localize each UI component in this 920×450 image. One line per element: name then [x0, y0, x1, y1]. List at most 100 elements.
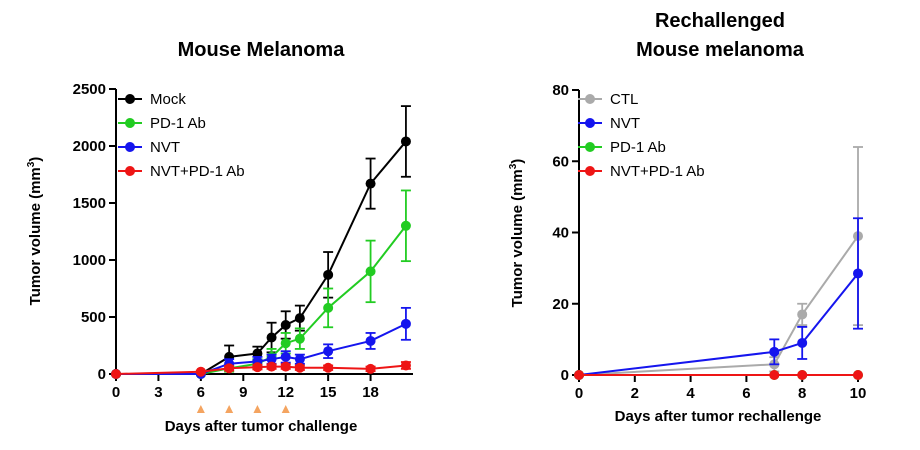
y-tick-label: 0	[561, 367, 569, 384]
y-axis-title-main: Tumor volume (mm	[27, 167, 44, 305]
legend-label: Mock	[150, 91, 186, 108]
x-tick-label: 18	[362, 384, 379, 401]
series-nvt	[111, 306, 411, 379]
data-point	[280, 338, 291, 349]
treatment-marker	[253, 405, 262, 413]
data-point	[365, 335, 376, 346]
data-point	[280, 351, 291, 362]
treatment-marker	[196, 405, 205, 413]
series-mock	[111, 105, 411, 379]
legend-item: Mock	[118, 91, 186, 108]
y-axis-title-main: Tumor volume (mm	[509, 169, 526, 307]
legend-swatch-marker	[125, 142, 135, 152]
data-point	[266, 332, 277, 343]
panel-mouse-melanoma: Mouse Melanoma Tumor volume (mm3) Days a…	[26, 39, 413, 435]
y-tick-label: 2000	[73, 138, 106, 155]
data-point	[111, 369, 121, 379]
y-tick-label: 20	[552, 296, 569, 313]
legend-label: NVT+PD-1 Ab	[610, 163, 705, 180]
x-tick-label: 8	[798, 385, 806, 402]
data-point	[294, 354, 305, 365]
y-tick-label: 60	[552, 153, 569, 170]
legend-item: PD-1 Ab	[118, 115, 206, 132]
legend-swatch-marker	[585, 142, 595, 152]
legend-label: PD-1 Ab	[150, 115, 206, 132]
treatment-marker	[225, 405, 234, 413]
x-tick-label: 0	[575, 385, 583, 402]
legend-item: NVT+PD-1 Ab	[118, 163, 245, 180]
data-point	[853, 268, 863, 279]
data-point	[195, 366, 206, 377]
legend-swatch-marker	[125, 94, 135, 104]
x-tick-label: 10	[850, 385, 867, 402]
data-point	[323, 346, 334, 357]
data-point	[574, 370, 584, 380]
y-axis-title-superscript: 3	[508, 163, 519, 169]
y-tick-label: 80	[552, 82, 569, 99]
legend-label: NVT+PD-1 Ab	[150, 163, 245, 180]
data-point	[294, 333, 305, 344]
data-point	[400, 318, 411, 329]
x-axis-title: Days after tumor rechallenge	[615, 408, 822, 425]
legend-label: NVT	[150, 139, 180, 156]
x-tick-label: 12	[277, 384, 294, 401]
data-point	[365, 178, 376, 189]
legend-item: CTL	[578, 91, 638, 108]
y-tick-label: 2500	[73, 81, 106, 98]
legend-swatch-marker	[585, 94, 595, 104]
data-point	[266, 354, 277, 365]
y-axis-title: Tumor volume (mm3)	[508, 159, 526, 308]
treatment-marker	[281, 405, 290, 413]
data-point	[280, 361, 291, 372]
x-tick-label: 15	[320, 384, 337, 401]
data-point	[769, 370, 780, 380]
y-tick-label: 500	[81, 309, 106, 326]
legend-swatch-marker	[585, 166, 595, 176]
data-point	[266, 361, 277, 372]
legend-label: PD-1 Ab	[610, 139, 666, 156]
y-tick-label: 1500	[73, 195, 106, 212]
data-point	[323, 302, 334, 313]
data-point	[252, 348, 263, 359]
data-point	[853, 370, 863, 380]
data-point	[797, 309, 808, 320]
x-tick-label: 2	[631, 385, 639, 402]
legend-label: CTL	[610, 91, 638, 108]
x-tick-label: 3	[154, 384, 162, 401]
series-line	[116, 140, 407, 375]
x-tick-label: 6	[197, 384, 205, 401]
data-point	[400, 220, 411, 231]
x-axis-title: Days after tumor challenge	[165, 418, 358, 435]
legend-item: PD-1 Ab	[578, 139, 666, 156]
x-tick-label: 4	[686, 385, 695, 402]
data-point	[294, 362, 305, 373]
y-tick-label: 1000	[73, 252, 106, 269]
series-line	[116, 322, 407, 375]
x-tick-label: 6	[742, 385, 750, 402]
data-point	[365, 363, 376, 374]
data-point	[294, 313, 305, 324]
series-line	[578, 272, 859, 376]
legend-swatch-marker	[125, 118, 135, 128]
y-tick-label: 40	[552, 225, 569, 242]
data-point	[280, 319, 291, 330]
data-point	[400, 360, 411, 371]
data-point	[323, 362, 334, 373]
series-line	[578, 235, 859, 376]
x-tick-label: 9	[239, 384, 247, 401]
y-tick-label: 0	[98, 366, 106, 383]
data-point	[769, 346, 780, 357]
data-point	[400, 136, 411, 147]
data-point	[224, 363, 235, 374]
data-point	[323, 269, 334, 280]
series-line	[115, 364, 407, 375]
legend-swatch-marker	[585, 118, 595, 128]
data-point	[365, 266, 376, 277]
chart-title-line-1: Rechallenged	[655, 10, 785, 32]
y-axis-title: Tumor volume (mm3)	[26, 157, 44, 306]
data-point	[797, 370, 808, 380]
y-axis-title-tail: )	[509, 159, 526, 164]
legend-label: NVT	[610, 115, 640, 132]
y-axis-title-superscript: 3	[26, 161, 37, 167]
